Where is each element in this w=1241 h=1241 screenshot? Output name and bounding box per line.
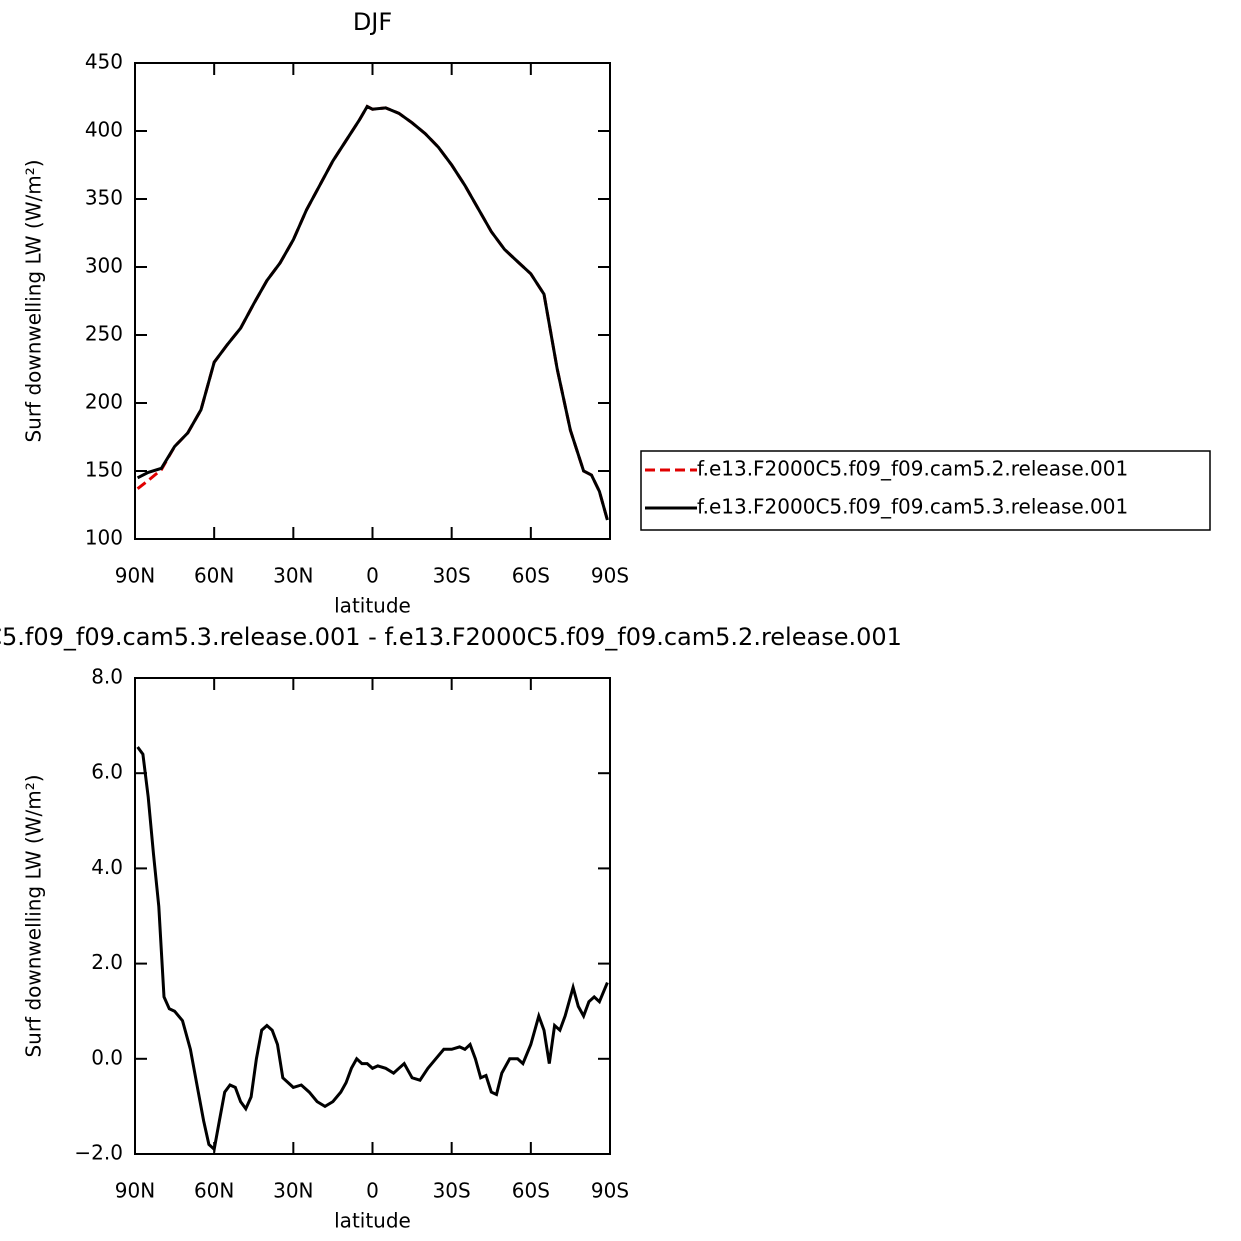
- x-tick-label: 90N: [115, 1179, 155, 1203]
- y-tick-label: 450: [85, 50, 123, 74]
- legend-label: f.e13.F2000C5.f09_f09.cam5.2.release.001: [697, 457, 1128, 481]
- x-tick-label: 90S: [591, 1179, 629, 1203]
- x-axis-label: latitude: [334, 1209, 411, 1233]
- y-tick-label: 8.0: [91, 665, 123, 689]
- plot-frame: [134, 677, 611, 1155]
- x-tick-label: 60S: [512, 564, 550, 588]
- y-tick-label: 0.0: [91, 1045, 123, 1069]
- y-tick-label: 150: [85, 458, 123, 482]
- plot-frame: [134, 62, 611, 540]
- x-tick-label: 90N: [115, 564, 155, 588]
- y-tick-label: 250: [85, 322, 123, 346]
- y-tick-label: 2.0: [91, 950, 123, 974]
- y-axis-label: Surf downwelling LW (W/m²): [22, 159, 46, 442]
- y-tick-label: 6.0: [91, 760, 123, 784]
- chart-title: f.e13.F2000C5.f09_f09.cam5.3.release.001…: [0, 623, 902, 651]
- legend-label: f.e13.F2000C5.f09_f09.cam5.3.release.001: [697, 495, 1128, 519]
- y-tick-label: −2.0: [74, 1141, 123, 1165]
- x-tick-label: 30N: [273, 564, 313, 588]
- data-line: [136, 104, 609, 521]
- x-tick-label: 90S: [591, 564, 629, 588]
- y-axis-label: Surf downwelling LW (W/m²): [22, 774, 46, 1057]
- chart-title: DJF: [353, 8, 392, 36]
- y-tick-label: 4.0: [91, 855, 123, 879]
- x-tick-label: 0: [366, 1179, 379, 1203]
- y-tick-label: 350: [85, 186, 123, 210]
- x-tick-label: 30S: [433, 1179, 471, 1203]
- x-tick-label: 60N: [194, 1179, 234, 1203]
- x-tick-label: 60N: [194, 564, 234, 588]
- x-axis-label: latitude: [334, 594, 411, 618]
- y-tick-label: 300: [85, 254, 123, 278]
- data-line: [136, 104, 609, 521]
- x-tick-label: 60S: [512, 1179, 550, 1203]
- x-tick-label: 0: [366, 564, 379, 588]
- legend-box: [640, 450, 1211, 531]
- x-tick-label: 30S: [433, 564, 471, 588]
- y-tick-label: 200: [85, 390, 123, 414]
- y-tick-label: 100: [85, 526, 123, 550]
- data-line: [136, 746, 609, 1153]
- x-tick-label: 30N: [273, 1179, 313, 1203]
- y-tick-label: 400: [85, 118, 123, 142]
